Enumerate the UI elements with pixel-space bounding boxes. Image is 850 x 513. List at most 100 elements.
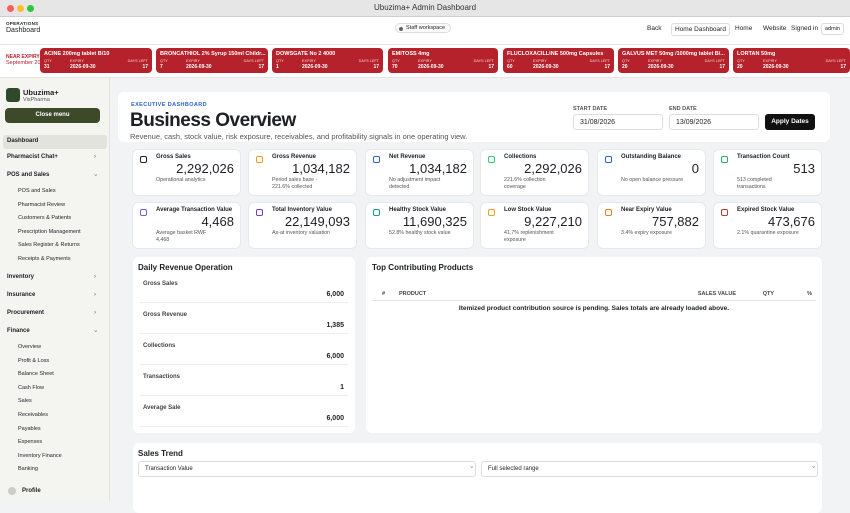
range-select[interactable]: Full selected range [481, 461, 818, 477]
kpi-card: Net Revenue 1,034,182 No adjustment impact… [366, 150, 473, 195]
kpi-card: Outstanding Balance 0 No open balance pres… [598, 150, 705, 195]
expiry-card[interactable]: LORTAN 50mg QTY 20 EXPIRY 2026-09-30 DAYS LEF… [733, 48, 850, 73]
sidebar-subitem[interactable]: Sales [18, 398, 32, 405]
qty-label: QTY [44, 59, 52, 63]
sidebar-item[interactable]: Finance [7, 328, 30, 334]
metric-select[interactable]: Transaction Value [138, 461, 476, 477]
days-value: 17 [258, 64, 264, 70]
window-button[interactable] [27, 5, 34, 12]
sidebar-item[interactable]: POS and Sales [7, 172, 50, 178]
sidebar-subitem[interactable]: Balance Sheet [18, 371, 54, 378]
nav-link[interactable]: Website [763, 25, 787, 32]
end-label: END DATE [669, 106, 697, 112]
daily-title: Daily Revenue Operation [138, 263, 233, 272]
kpi-card: Average Transaction Value 4,468 Average ba… [133, 203, 240, 248]
nav-link[interactable]: Home [735, 25, 753, 32]
end-input[interactable]: 13/09/2026 [669, 114, 759, 130]
kpi-label: Gross Sales [156, 154, 191, 160]
sidebar-subitem[interactable]: Receipts & Payments [18, 256, 71, 262]
chevron: › [94, 274, 96, 280]
metric-label: Average Sale [143, 405, 181, 411]
kpi-icon [140, 209, 147, 216]
days-label: DAYS LEFT [473, 59, 494, 63]
kpi-value: 0 [691, 161, 699, 176]
sidebar-item[interactable]: Procurement [7, 310, 45, 316]
select-caret: › [810, 466, 816, 468]
page-title: Business Overview [130, 110, 296, 131]
profile[interactable]: Profile [22, 488, 41, 494]
sidebar-subitem[interactable]: Inventory Finance [18, 452, 62, 459]
expiry-date: 2026-09-30 [533, 64, 559, 70]
sidebar-subitem[interactable]: Customers & Patients [18, 215, 72, 222]
nav-link[interactable]: Back [647, 25, 662, 32]
metric-label: Transactions [143, 374, 181, 380]
sidebar-subitem[interactable]: Payables [18, 425, 41, 432]
kpi-note: Operational analytics [156, 177, 206, 183]
workspace-pill: Staff workspace [395, 23, 452, 33]
expiry-card[interactable]: EMITOSS 4mg QTY 70 EXPIRY 2026-09-30 DAYS LEF… [388, 48, 498, 73]
expiry-card[interactable]: BRONCATHIOL 2% Syrup 150ml Childr... QTY 7… [156, 48, 268, 73]
kpi-label: Outstanding Balance [621, 154, 682, 160]
sidebar-subitem[interactable]: Sales Register & Returns [18, 242, 80, 249]
kpi-card: Total Inventory Value 22,149,093 As-at inv… [249, 203, 356, 248]
nav-link[interactable]: Home Dashboard [671, 23, 730, 36]
sidebar-item[interactable]: Dashboard [7, 138, 39, 144]
sidebar-subitem[interactable]: Pharmacist Review [18, 201, 66, 208]
sidebar-subitem[interactable]: Prescription Management [18, 228, 81, 235]
sidebar-subitem[interactable]: Banking [18, 466, 38, 473]
expiry-date: 2026-09-30 [648, 64, 674, 70]
expiry-card[interactable]: DOWSGATE No 2 4000 QTY 1 EXPIRY 2026-09-30 DA… [272, 48, 383, 73]
sidebar-subitem[interactable]: Cash Flow [18, 384, 44, 391]
header-section: OPERATIONS [6, 21, 39, 26]
days-value: 17 [373, 64, 379, 70]
window-button[interactable] [7, 5, 14, 12]
start-input[interactable]: 31/08/2026 [573, 114, 663, 130]
window-title: Ubuzima+ Admin Dashboard [373, 3, 477, 12]
kpi-value: 473,676 [768, 214, 815, 229]
sidebar-item[interactable]: Inventory [7, 274, 35, 280]
trend-panel [133, 443, 822, 513]
days-label: DAYS LEFT [704, 59, 725, 63]
sidebar-subitem[interactable]: POS and Sales [18, 188, 56, 194]
qty-value: 7 [160, 64, 163, 70]
daily-panel [133, 257, 355, 433]
kpi-value: 2,292,026 [176, 161, 234, 176]
kpi-value: 2,292,026 [524, 161, 582, 176]
status-dot [399, 27, 403, 31]
sidebar-item[interactable]: Insurance [7, 292, 36, 298]
expiry-name: GALVUS MET 50mg /1000mg tablet B/... [622, 51, 725, 57]
close-menu[interactable]: Close menu [5, 108, 100, 123]
sidebar-subitem[interactable]: Profit & Loss [18, 357, 50, 364]
expiry-card[interactable]: ACINE 200mg tablet B/10 QTY 31 EXPIRY 2026-0… [40, 48, 152, 73]
days-value: 17 [719, 64, 725, 70]
kpi-label: Low Stock Value [504, 207, 552, 213]
expiry-card[interactable]: FLUCLOXACILLINE 500mg Capsules QTY 60 EXPIR… [503, 48, 614, 73]
kpi-card: Gross Sales 2,292,026 Operational analytic… [133, 150, 240, 195]
expiry-name: LORTAN 50mg [737, 51, 776, 57]
chevron: › [94, 310, 96, 316]
apply-dates[interactable]: Apply Dates [765, 114, 815, 130]
kpi-note: No open balance pressure [621, 177, 684, 183]
qty-value: 70 [392, 64, 398, 70]
overview-panel [118, 92, 830, 142]
kpi-note: No adjustment impact detected [389, 177, 441, 190]
user-pill[interactable]: admin [821, 23, 844, 35]
sidebar-item[interactable]: Pharmacist Chat+ [7, 154, 58, 160]
sidebar-subitem[interactable]: Receivables [18, 412, 48, 418]
window-button[interactable] [17, 5, 24, 12]
metric-label: Gross Revenue [143, 312, 188, 318]
kpi-note: 3.4% expiry exposure [621, 230, 672, 236]
column-header: QTY [762, 291, 774, 297]
chevron: › [92, 330, 98, 332]
expiry-card[interactable]: GALVUS MET 50mg /1000mg tablet B/... QTY 2… [618, 48, 729, 73]
kpi-value: 757,882 [652, 214, 699, 229]
kpi-card: Gross Revenue 1,034,182 Period sales base … [249, 150, 356, 195]
kpi-label: Net Revenue [389, 154, 426, 160]
products-panel [366, 257, 822, 433]
expiry-name: FLUCLOXACILLINE 500mg Capsules [507, 51, 604, 57]
sidebar-subitem[interactable]: Expenses [18, 439, 43, 446]
kpi-icon [605, 209, 612, 216]
column-header: # [382, 291, 386, 297]
qty-value: 1 [276, 64, 279, 70]
sidebar-subitem[interactable]: Overview [18, 344, 41, 350]
